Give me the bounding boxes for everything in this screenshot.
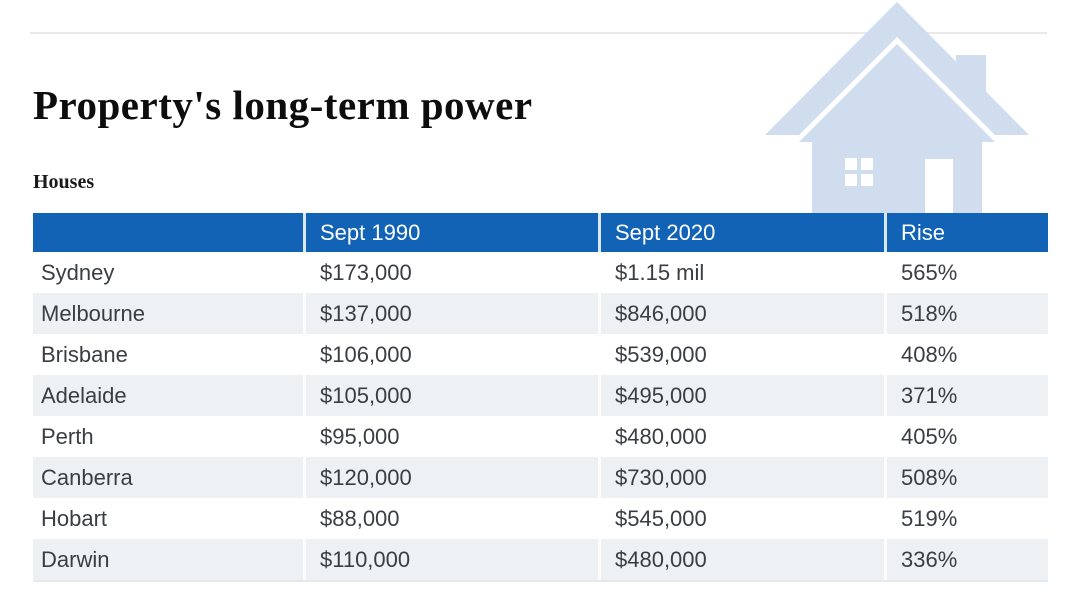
value-1990-cell: $106,000 bbox=[303, 334, 598, 375]
value-1990-cell: $105,000 bbox=[303, 375, 598, 416]
value-2020-cell: $480,000 bbox=[598, 539, 884, 580]
table-row-perth: Perth $95,000 $480,000 405% bbox=[33, 416, 1048, 457]
top-divider bbox=[30, 32, 1047, 34]
city-cell: Canberra bbox=[41, 464, 133, 490]
table-row-canberra: Canberra $120,000 $730,000 508% bbox=[33, 457, 1048, 498]
house-icon bbox=[765, 2, 1029, 213]
table-row-hobart: Hobart $88,000 $545,000 519% bbox=[33, 498, 1048, 539]
value-2020-cell: $545,000 bbox=[598, 498, 884, 539]
city-cell: Perth bbox=[41, 423, 94, 449]
value-2020-cell: $495,000 bbox=[598, 375, 884, 416]
table-row-darwin: Darwin $110,000 $480,000 336% bbox=[33, 539, 1048, 580]
value-2020-cell: $480,000 bbox=[598, 416, 884, 457]
col-header-rise: Rise bbox=[884, 213, 1048, 252]
value-1990-cell: $137,000 bbox=[303, 293, 598, 334]
table-header-row: Sept 1990 Sept 2020 Rise bbox=[33, 213, 1048, 252]
table-row-melbourne: Melbourne $137,000 $846,000 518% bbox=[33, 293, 1048, 334]
city-cell: Darwin bbox=[41, 546, 110, 572]
rise-cell: 518% bbox=[884, 293, 1048, 334]
city-cell: Adelaide bbox=[41, 382, 127, 408]
city-cell: Brisbane bbox=[41, 341, 128, 367]
rise-cell: 565% bbox=[884, 252, 1048, 293]
table-bottom-border bbox=[33, 580, 1048, 582]
value-2020-cell: $1.15 mil bbox=[598, 252, 884, 293]
city-cell: Hobart bbox=[41, 505, 108, 531]
col-header-sept-1990: Sept 1990 bbox=[303, 213, 598, 252]
rise-cell: 405% bbox=[884, 416, 1048, 457]
value-2020-cell: $539,000 bbox=[598, 334, 884, 375]
value-2020-cell: $730,000 bbox=[598, 457, 884, 498]
rise-cell: 508% bbox=[884, 457, 1048, 498]
page-title: Property's long-term power bbox=[33, 82, 533, 128]
price-table: Sept 1990 Sept 2020 Rise Sydney $173,000… bbox=[33, 213, 1048, 582]
value-1990-cell: $88,000 bbox=[303, 498, 598, 539]
city-cell: Sydney bbox=[41, 259, 115, 285]
value-1990-cell: $120,000 bbox=[303, 457, 598, 498]
rise-cell: 519% bbox=[884, 498, 1048, 539]
value-2020-cell: $846,000 bbox=[598, 293, 884, 334]
table-row-adelaide: Adelaide $105,000 $495,000 371% bbox=[33, 375, 1048, 416]
value-1990-cell: $95,000 bbox=[303, 416, 598, 457]
rise-cell: 336% bbox=[884, 539, 1048, 580]
table-row-brisbane: Brisbane $106,000 $539,000 408% bbox=[33, 334, 1048, 375]
rise-cell: 371% bbox=[884, 375, 1048, 416]
value-1990-cell: $173,000 bbox=[303, 252, 598, 293]
value-1990-cell: $110,000 bbox=[303, 539, 598, 580]
city-cell: Melbourne bbox=[41, 300, 145, 326]
section-label-houses: Houses bbox=[33, 171, 95, 193]
rise-cell: 408% bbox=[884, 334, 1048, 375]
table-row-sydney: Sydney $173,000 $1.15 mil 565% bbox=[33, 252, 1048, 293]
col-header-sept-2020: Sept 2020 bbox=[598, 213, 884, 252]
col-header-city bbox=[33, 213, 303, 252]
